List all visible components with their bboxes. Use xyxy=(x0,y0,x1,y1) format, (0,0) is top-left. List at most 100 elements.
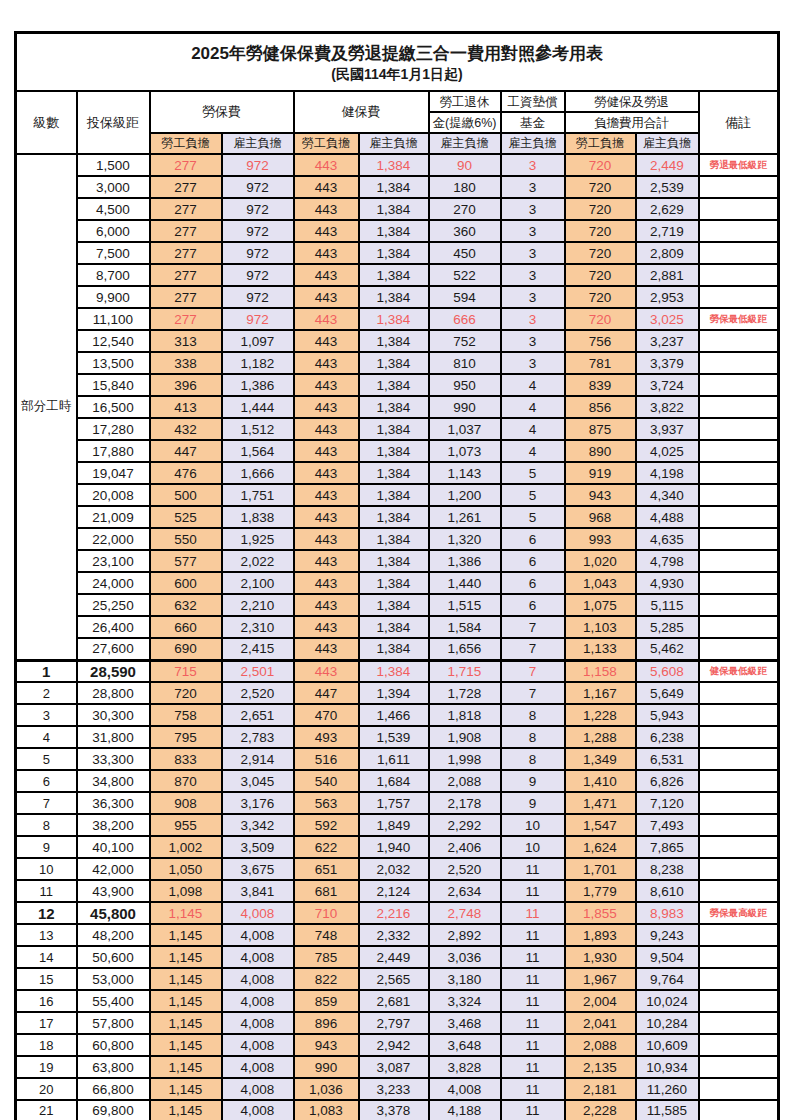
cell-value: 4,008 xyxy=(429,1078,501,1100)
cell-value: 10,609 xyxy=(636,1034,699,1056)
cell-value: 11 xyxy=(501,1012,565,1034)
cell-value: 277 xyxy=(150,176,222,198)
cell-value: 875 xyxy=(565,418,636,440)
header-fund-employer: 雇主負擔 xyxy=(501,133,565,154)
cell-value: 2,216 xyxy=(359,902,429,924)
cell-value: 1,320 xyxy=(429,528,501,550)
cell-value: 1,384 xyxy=(359,440,429,462)
cell-value: 720 xyxy=(565,176,636,198)
table-row: 1348,2001,1454,0087482,3322,892111,8939,… xyxy=(16,924,779,946)
row-salary-bracket: 36,300 xyxy=(77,792,150,814)
cell-value: 1,020 xyxy=(565,550,636,572)
cell-value: 1,751 xyxy=(222,484,294,506)
row-salary-bracket: 20,008 xyxy=(77,484,150,506)
cell-value: 758 xyxy=(150,704,222,726)
row-salary-bracket: 43,900 xyxy=(77,880,150,902)
cell-value: 277 xyxy=(150,198,222,220)
cell-value: 1,611 xyxy=(359,748,429,770)
table-row: 7,5002779724431,38445037202,809 xyxy=(16,242,779,264)
row-salary-bracket: 28,590 xyxy=(77,660,150,682)
cell-value: 720 xyxy=(565,308,636,330)
cell-value: 4 xyxy=(501,440,565,462)
cell-value: 1,838 xyxy=(222,506,294,528)
row-remark xyxy=(699,1056,779,1078)
row-level: 7 xyxy=(16,792,77,814)
cell-value: 1,384 xyxy=(359,330,429,352)
cell-value: 1,145 xyxy=(150,990,222,1012)
cell-value: 6 xyxy=(501,572,565,594)
table-row: 2066,8001,1454,0081,0363,2334,008112,181… xyxy=(16,1078,779,1100)
row-remark xyxy=(699,198,779,220)
cell-value: 2,004 xyxy=(565,990,636,1012)
cell-value: 443 xyxy=(294,242,359,264)
cell-value: 1,261 xyxy=(429,506,501,528)
row-level: 5 xyxy=(16,748,77,770)
cell-value: 10,024 xyxy=(636,990,699,1012)
table-row: 15,8403961,3864431,38495048393,724 xyxy=(16,374,779,396)
cell-value: 1,715 xyxy=(429,660,501,682)
cell-value: 3,378 xyxy=(359,1100,429,1120)
table-row: 1757,8001,1454,0088962,7973,468112,04110… xyxy=(16,1012,779,1034)
cell-value: 522 xyxy=(429,264,501,286)
cell-value: 2,088 xyxy=(565,1034,636,1056)
cell-value: 1,145 xyxy=(150,1100,222,1120)
row-remark xyxy=(699,264,779,286)
cell-value: 1,145 xyxy=(150,1034,222,1056)
cell-value: 2,332 xyxy=(359,924,429,946)
cell-value: 1,083 xyxy=(294,1100,359,1120)
cell-value: 443 xyxy=(294,506,359,528)
header-salary-bracket: 投保級距 xyxy=(77,91,150,154)
cell-value: 540 xyxy=(294,770,359,792)
table-row: 1245,8001,1454,0087102,2162,748111,8558,… xyxy=(16,902,779,924)
cell-value: 943 xyxy=(565,484,636,506)
cell-value: 90 xyxy=(429,154,501,176)
cell-value: 2,681 xyxy=(359,990,429,1012)
table-row: 22,0005501,9254431,3841,32069934,635 xyxy=(16,528,779,550)
cell-value: 8,238 xyxy=(636,858,699,880)
row-level: 6 xyxy=(16,770,77,792)
cell-value: 10,934 xyxy=(636,1056,699,1078)
cell-value: 972 xyxy=(222,264,294,286)
cell-value: 1,849 xyxy=(359,814,429,836)
cell-value: 443 xyxy=(294,330,359,352)
cell-value: 360 xyxy=(429,220,501,242)
header-labor-insurance: 勞保費 xyxy=(150,91,294,133)
cell-value: 8,983 xyxy=(636,902,699,924)
cell-value: 443 xyxy=(294,176,359,198)
cell-value: 4,025 xyxy=(636,440,699,462)
row-salary-bracket: 66,800 xyxy=(77,1078,150,1100)
cell-value: 1,075 xyxy=(565,594,636,616)
header-pension-employer: 雇主負擔 xyxy=(429,133,501,154)
cell-value: 3,828 xyxy=(429,1056,501,1078)
cell-value: 443 xyxy=(294,286,359,308)
header-pension-line1: 勞工退休 xyxy=(429,91,501,112)
cell-value: 1,666 xyxy=(222,462,294,484)
row-salary-bracket: 24,000 xyxy=(77,572,150,594)
row-remark xyxy=(699,220,779,242)
row-salary-bracket: 4,500 xyxy=(77,198,150,220)
table-title-cell: 2025年勞健保保費及勞退提繳三合一費用對照參考用表 (民國114年1月1日起) xyxy=(16,33,779,92)
cell-value: 1,098 xyxy=(150,880,222,902)
cell-value: 11 xyxy=(501,946,565,968)
cell-value: 1,384 xyxy=(359,242,429,264)
cell-value: 968 xyxy=(565,506,636,528)
row-salary-bracket: 28,800 xyxy=(77,682,150,704)
row-level: 11 xyxy=(16,880,77,902)
row-salary-bracket: 63,800 xyxy=(77,1056,150,1078)
cell-value: 11 xyxy=(501,1100,565,1120)
cell-value: 1,384 xyxy=(359,308,429,330)
cell-value: 270 xyxy=(429,198,501,220)
row-remark xyxy=(699,682,779,704)
cell-value: 4,008 xyxy=(222,946,294,968)
header-total-line1: 勞健保及勞退 xyxy=(565,91,699,112)
row-remark: 勞保最高級距 xyxy=(699,902,779,924)
cell-value: 11 xyxy=(501,880,565,902)
cell-value: 833 xyxy=(150,748,222,770)
cell-value: 2,310 xyxy=(222,616,294,638)
cell-value: 1,228 xyxy=(565,704,636,726)
cell-value: 6,238 xyxy=(636,726,699,748)
cell-value: 443 xyxy=(294,264,359,286)
row-salary-bracket: 7,500 xyxy=(77,242,150,264)
row-remark xyxy=(699,1034,779,1056)
cell-value: 1,103 xyxy=(565,616,636,638)
